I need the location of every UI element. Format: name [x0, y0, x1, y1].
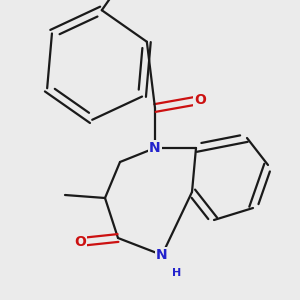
Text: H: H	[172, 268, 182, 278]
Text: O: O	[74, 235, 86, 249]
Text: N: N	[156, 248, 168, 262]
Text: O: O	[194, 93, 206, 107]
Text: N: N	[149, 141, 161, 155]
